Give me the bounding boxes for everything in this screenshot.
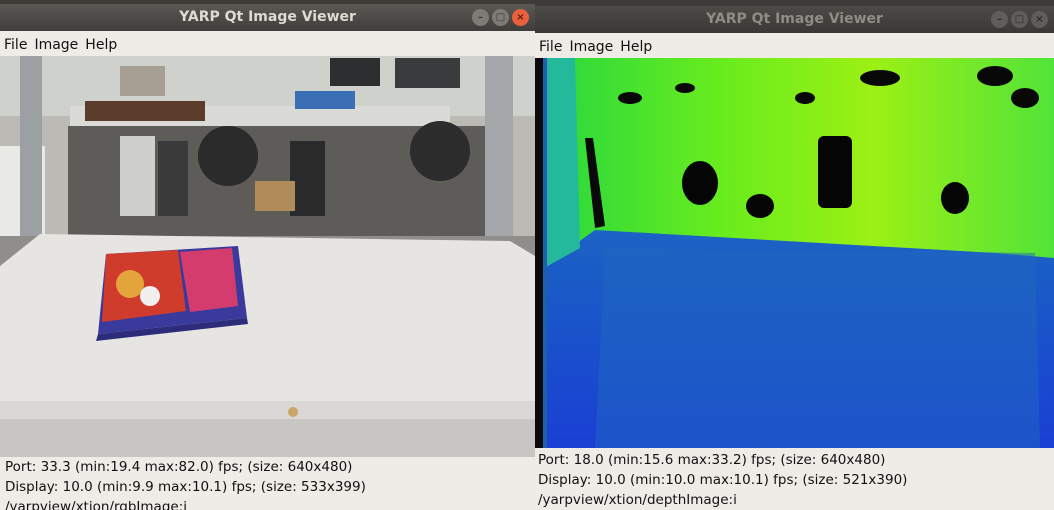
close-button[interactable]: × (512, 9, 529, 26)
window-title: YARP Qt Image Viewer (179, 9, 356, 25)
depth-camera-image (535, 58, 1054, 448)
menu-bar: File Image Help (0, 34, 535, 56)
menu-file[interactable]: File (4, 37, 28, 53)
window-title: YARP Qt Image Viewer (706, 11, 883, 27)
maximize-button[interactable]: □ (1011, 11, 1028, 28)
maximize-button[interactable]: □ (492, 9, 509, 26)
rgb-camera-image (0, 56, 535, 457)
menu-image[interactable]: Image (34, 37, 79, 53)
display-fps-text: Display: 10.0 (min:9.9 max:10.1) fps; (s… (5, 479, 366, 495)
menu-help[interactable]: Help (85, 37, 118, 53)
depth-viewer-window: YARP Qt Image Viewer – □ × File Image He… (535, 6, 1054, 510)
port-name-text: /yarpview/xtion/depthImage:i (538, 492, 737, 508)
menu-bar: File Image Help (535, 36, 1054, 58)
status-area: Port: 18.0 (min:15.6 max:33.2) fps; (siz… (538, 450, 907, 510)
menu-file[interactable]: File (539, 39, 563, 55)
minimize-button[interactable]: – (991, 11, 1008, 28)
close-button[interactable]: × (1031, 11, 1048, 28)
window-title-bar[interactable]: YARP Qt Image Viewer – □ × (0, 4, 535, 31)
window-title-bar[interactable]: YARP Qt Image Viewer – □ × (535, 6, 1054, 33)
menu-image[interactable]: Image (569, 39, 614, 55)
port-fps-text: Port: 18.0 (min:15.6 max:33.2) fps; (siz… (538, 452, 886, 468)
status-area: Port: 33.3 (min:19.4 max:82.0) fps; (siz… (5, 457, 366, 510)
rgb-viewer-window: YARP Qt Image Viewer – □ × File Image He… (0, 4, 535, 510)
menu-help[interactable]: Help (620, 39, 653, 55)
minimize-button[interactable]: – (472, 9, 489, 26)
port-fps-text: Port: 33.3 (min:19.4 max:82.0) fps; (siz… (5, 459, 353, 475)
port-name-text: /yarpview/xtion/rgbImage:i (5, 499, 187, 510)
display-fps-text: Display: 10.0 (min:10.0 max:10.1) fps; (… (538, 472, 908, 488)
